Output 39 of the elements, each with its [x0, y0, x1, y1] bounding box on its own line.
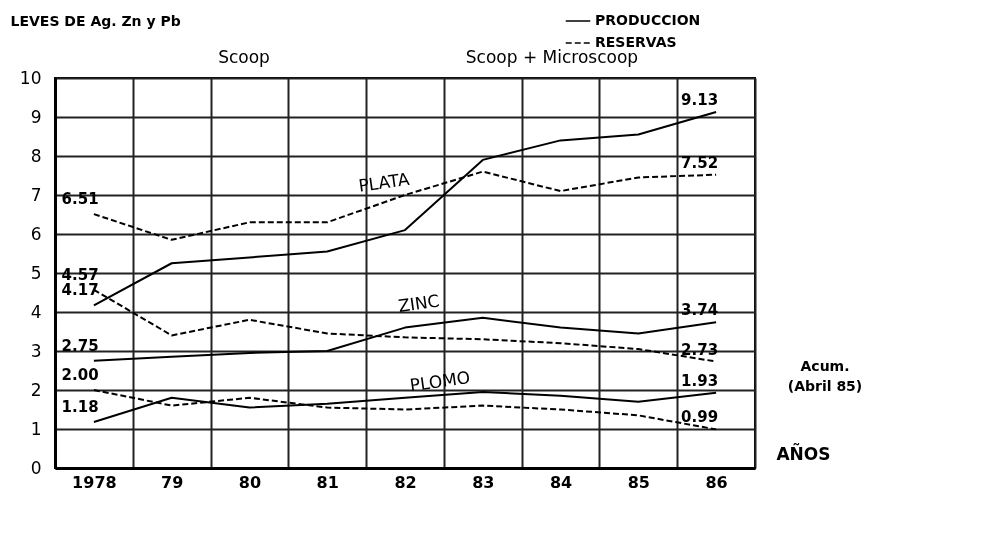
y-tick-label: 7 — [30, 184, 42, 205]
x-tick-label: 83 — [472, 472, 495, 492]
x-tick-label: 85 — [627, 472, 650, 492]
x-tick-label: 81 — [316, 472, 339, 492]
data-label: 2.75 — [61, 336, 99, 355]
text: Scoop + Microscoop — [465, 47, 639, 67]
annotation: ZINC — [397, 290, 441, 316]
annotation: PLATA — [357, 168, 411, 196]
x-tick-label: 86 — [705, 472, 728, 492]
x-axis-title: AÑOS — [776, 441, 831, 464]
y-tick-label: 1 — [30, 418, 42, 439]
y-tick-label: 6 — [30, 223, 42, 244]
data-label: 7.52 — [681, 153, 719, 172]
y-tick-label: 0 — [30, 457, 42, 478]
x-tick-label: 1978 — [72, 472, 117, 492]
x-tick-label: 79 — [161, 472, 184, 492]
y-tick-label: 2 — [30, 379, 42, 400]
data-label: 0.99 — [681, 408, 719, 427]
data-label: 6.51 — [61, 190, 99, 209]
data-label: 2.00 — [61, 366, 99, 384]
y-tick-label: 9 — [30, 106, 42, 127]
data-label: 9.13 — [681, 90, 719, 109]
y-tick-label: 3 — [30, 340, 42, 361]
x-tick-label: 84 — [549, 472, 573, 492]
y-tick-label: 5 — [30, 262, 42, 283]
data-label: 1.18 — [61, 397, 99, 416]
x-tick-label: 82 — [394, 472, 417, 492]
legend-label: PRODUCCION — [595, 12, 701, 28]
data-label: 4.17 — [61, 281, 99, 300]
legend-label: RESERVAS — [595, 34, 677, 50]
text: Acum. (Abril 85) — [787, 357, 863, 394]
y-tick-label: 10 — [19, 67, 42, 88]
text: Scoop — [218, 47, 270, 67]
y-tick-label: 4 — [30, 301, 42, 322]
y-axis-title: LEVES DE Ag. Zn y Pb — [10, 12, 181, 29]
annotation: PLOMO — [408, 367, 472, 396]
data-label: 1.93 — [681, 371, 719, 390]
x-tick-label: 80 — [238, 472, 262, 492]
y-tick-label: 8 — [30, 145, 42, 166]
